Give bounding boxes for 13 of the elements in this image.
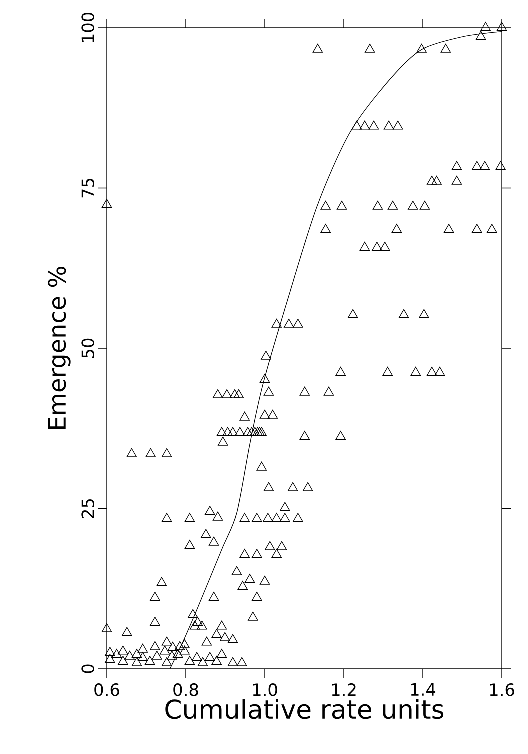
y-axis-title: Emergence % — [48, 266, 71, 430]
x-tick-label: 1.6 — [490, 684, 514, 696]
x-tick-label: 1.2 — [332, 684, 356, 696]
x-tick-label: 0.8 — [174, 684, 198, 696]
x-tick-label: 0.6 — [94, 684, 120, 696]
x-tick-label: 1.4 — [411, 684, 436, 696]
y-tick-label: 75 — [82, 178, 94, 198]
y-tick-label: 100 — [82, 12, 94, 42]
x-tick-label: 1.0 — [253, 684, 278, 696]
x-axis-title: Cumulative rate units — [166, 699, 444, 720]
y-tick-label: 25 — [82, 499, 94, 518]
y-tick-label: 50 — [82, 338, 94, 358]
y-tick-label: 0 — [82, 664, 94, 674]
